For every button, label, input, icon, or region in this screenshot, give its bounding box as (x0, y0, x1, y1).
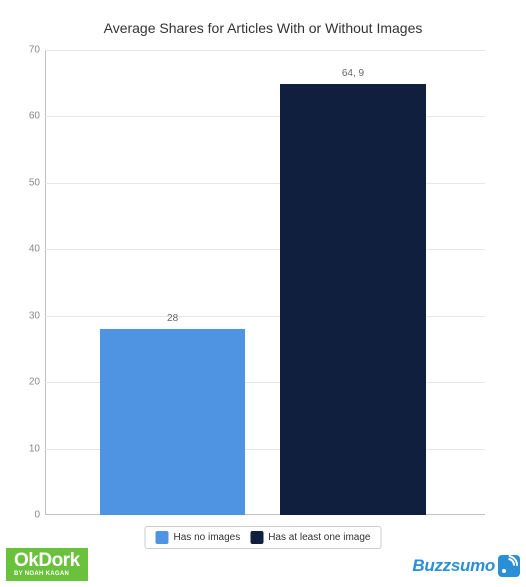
y-tick-label: 50 (15, 177, 40, 188)
legend-label: Has no images (174, 532, 241, 543)
y-tick-label: 60 (15, 111, 40, 122)
okdork-logo: OkDork BY NOAH KAGAN (6, 548, 88, 581)
legend-swatch (156, 531, 169, 544)
y-tick-label: 20 (15, 377, 40, 388)
bar: 28 (100, 329, 245, 515)
bar-value-label: 64, 9 (342, 68, 364, 79)
plot-area: 010203040506070 2864, 9 (45, 50, 485, 515)
okdork-logo-text: OkDork (14, 550, 80, 571)
rss-icon (498, 555, 520, 577)
y-tick-label: 30 (15, 310, 40, 321)
y-tick-label: 70 (15, 45, 40, 56)
legend-item: Has no images (156, 531, 241, 544)
y-tick-label: 10 (15, 443, 40, 454)
chart-title: Average Shares for Articles With or With… (0, 0, 526, 36)
bar-value-label: 28 (167, 313, 178, 324)
legend-swatch (250, 531, 263, 544)
bar-chart: Average Shares for Articles With or With… (0, 0, 526, 587)
bars: 2864, 9 (45, 50, 485, 515)
bar: 64, 9 (280, 84, 425, 515)
legend: Has no images Has at least one image (145, 526, 382, 549)
y-tick-label: 0 (15, 510, 40, 521)
y-tick-label: 40 (15, 244, 40, 255)
buzzsumo-logo-text: Buzzsumo (412, 556, 495, 576)
legend-item: Has at least one image (250, 531, 370, 544)
legend-label: Has at least one image (268, 532, 370, 543)
okdork-logo-subtext: BY NOAH KAGAN (14, 571, 80, 577)
buzzsumo-logo: Buzzsumo (412, 555, 520, 577)
